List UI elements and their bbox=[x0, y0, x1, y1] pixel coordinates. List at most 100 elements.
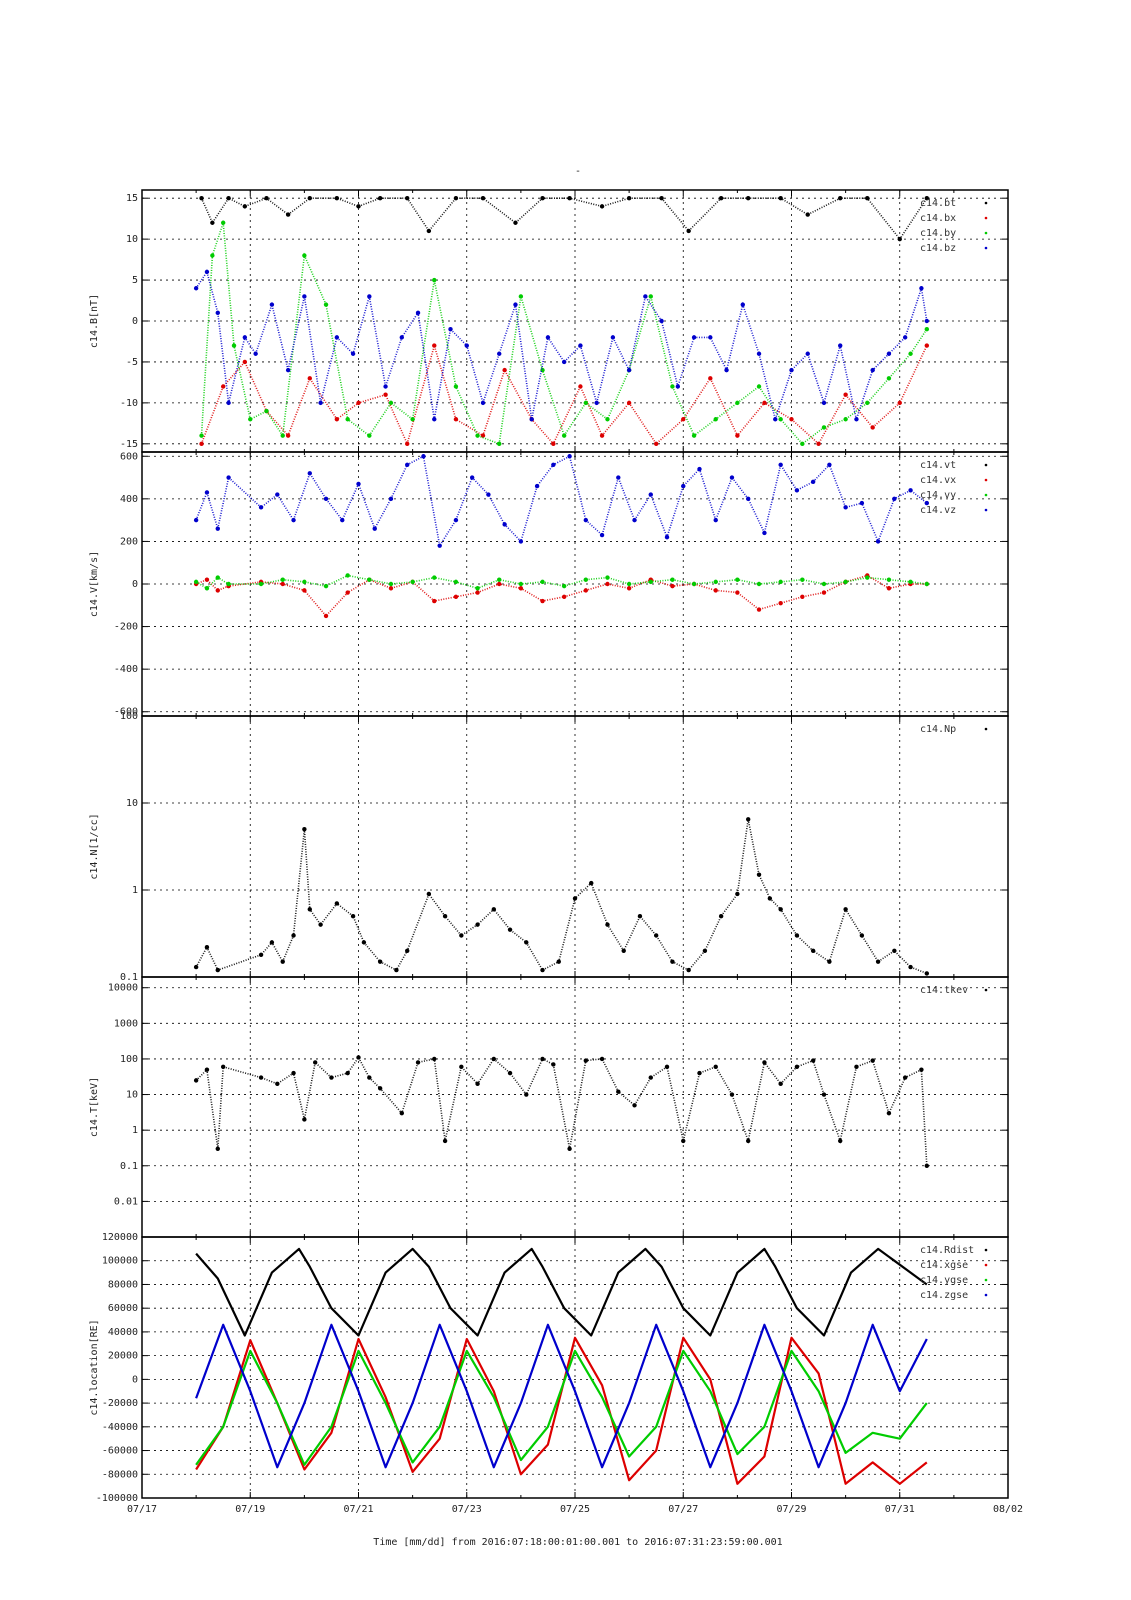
data-point bbox=[275, 492, 280, 497]
y-tick-label: 1000 bbox=[114, 1018, 138, 1029]
data-point bbox=[713, 579, 718, 585]
legend-entry: c14.ygse bbox=[920, 1275, 968, 1286]
x-axis-label: Time [mm/dd] from 2016:07:18:00:01:00.00… bbox=[373, 1537, 782, 1548]
y-tick-label: 0 bbox=[132, 1374, 138, 1385]
data-point bbox=[767, 896, 773, 901]
y-axis-label: c14.B[nT] bbox=[89, 294, 100, 348]
data-point bbox=[746, 817, 751, 822]
data-point bbox=[800, 441, 805, 447]
legend-entry: c14.vx bbox=[920, 475, 956, 486]
data-point bbox=[313, 1060, 318, 1065]
y-tick-label: 10 bbox=[126, 234, 138, 245]
y-tick-label: 200 bbox=[120, 536, 138, 547]
legend-entry: c14.bt bbox=[920, 198, 956, 209]
legend-entry: c14.zgse bbox=[920, 1290, 968, 1301]
data-point bbox=[762, 530, 767, 536]
y-tick-label: 0.1 bbox=[120, 972, 138, 983]
y-tick-label: 10000 bbox=[108, 983, 138, 994]
y-axis-label: c14.location[RE] bbox=[89, 1319, 100, 1415]
panel-frame bbox=[141, 976, 1009, 1238]
data-point bbox=[875, 959, 881, 964]
data-point bbox=[405, 441, 410, 447]
data-point bbox=[540, 195, 545, 201]
y-tick-label: 1 bbox=[132, 1125, 138, 1136]
top-mark: - bbox=[575, 166, 581, 177]
y-tick-label: 10 bbox=[126, 1090, 138, 1101]
data-point bbox=[800, 577, 805, 582]
panel-frame bbox=[141, 1236, 1009, 1499]
legend-entry: c14.Np bbox=[920, 724, 956, 735]
y-tick-label: 20000 bbox=[108, 1351, 138, 1362]
data-point bbox=[323, 496, 329, 502]
panels: 151050-5-10-15c14.B[nT]c14.btc14.bxc14.b… bbox=[89, 189, 1023, 1515]
legend-marker bbox=[984, 231, 988, 235]
data-point bbox=[924, 326, 930, 332]
data-point bbox=[529, 417, 534, 422]
y-tick-label: -10 bbox=[120, 398, 138, 409]
series-line-c14.Rdist bbox=[195, 1247, 928, 1337]
data-point bbox=[659, 195, 664, 201]
data-point bbox=[318, 922, 323, 927]
y-tick-label: -60000 bbox=[102, 1446, 138, 1457]
data-point bbox=[199, 433, 204, 438]
legend-marker bbox=[984, 478, 988, 482]
x-tick-label: 07/21 bbox=[343, 1504, 373, 1515]
plot-area bbox=[193, 195, 930, 447]
data-point bbox=[886, 376, 892, 381]
data-point bbox=[475, 590, 480, 595]
legend-entry: c14.Rdist bbox=[920, 1245, 974, 1256]
data-point bbox=[410, 579, 415, 585]
series-trace-c14.bx bbox=[200, 342, 928, 447]
y-tick-label: 40000 bbox=[108, 1327, 138, 1338]
series-trace-c14.by bbox=[200, 222, 928, 445]
data-point bbox=[789, 367, 794, 373]
data-point bbox=[302, 294, 307, 299]
y-axis-label: c14.N[1/cc] bbox=[89, 813, 100, 879]
data-point bbox=[388, 400, 394, 406]
legend-marker bbox=[984, 1278, 988, 1282]
legend-entry: c14.vt bbox=[920, 460, 956, 471]
data-point bbox=[773, 417, 778, 422]
data-point bbox=[924, 1163, 930, 1168]
panel-5: 120000 100000 80000 60000 40000 20000 0 -20000 -… bbox=[89, 1232, 1023, 1515]
y-tick-label: 1 bbox=[132, 885, 138, 896]
data-point bbox=[318, 400, 323, 406]
panel-frame bbox=[141, 715, 1009, 978]
data-point bbox=[323, 302, 329, 307]
legend-entry: c14.bz bbox=[920, 243, 956, 254]
data-point bbox=[626, 367, 632, 373]
data-point bbox=[497, 577, 502, 582]
data-point bbox=[193, 517, 199, 523]
data-point bbox=[664, 1064, 670, 1070]
y-tick-label: 80000 bbox=[108, 1279, 138, 1290]
legend-marker bbox=[984, 246, 988, 250]
data-point bbox=[215, 310, 220, 316]
data-point bbox=[865, 400, 870, 406]
data-point bbox=[875, 539, 881, 544]
y-tick-label: 400 bbox=[120, 494, 138, 505]
y-tick-label: -400 bbox=[114, 664, 138, 675]
data-point bbox=[561, 359, 567, 365]
data-point bbox=[507, 927, 513, 932]
data-point bbox=[220, 220, 226, 225]
data-point bbox=[367, 577, 372, 582]
plot-area bbox=[193, 817, 930, 976]
data-point bbox=[865, 575, 870, 580]
legend-marker bbox=[984, 216, 988, 220]
plot-area bbox=[193, 454, 930, 619]
y-tick-label: -15 bbox=[120, 439, 138, 450]
data-point bbox=[756, 384, 762, 389]
y-tick-label: -200 bbox=[114, 622, 138, 633]
data-point bbox=[513, 220, 518, 225]
y-tick-label: 15 bbox=[126, 193, 138, 204]
y-tick-label: 100000 bbox=[102, 1256, 138, 1267]
legend-entry: c14.vy bbox=[920, 490, 956, 501]
y-tick-label: 0 bbox=[132, 316, 138, 327]
data-point bbox=[215, 526, 220, 531]
data-point bbox=[323, 613, 329, 619]
series-trace-c14.bt bbox=[200, 197, 928, 241]
data-point bbox=[226, 475, 231, 480]
data-point bbox=[410, 417, 415, 422]
data-point bbox=[653, 441, 659, 447]
